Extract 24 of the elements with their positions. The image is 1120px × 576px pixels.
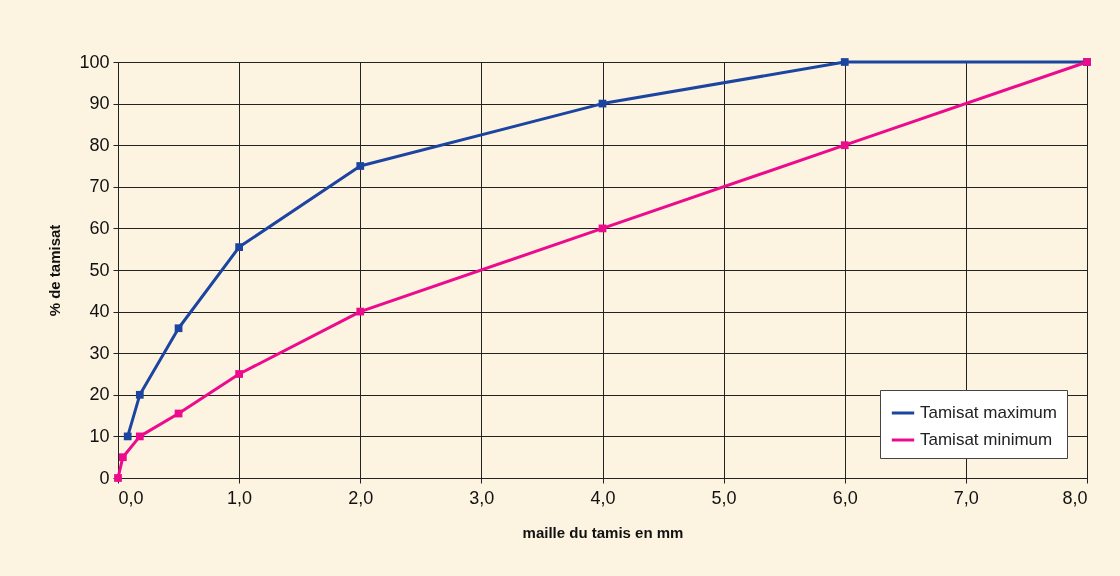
y-tick-label: 30 <box>89 342 110 363</box>
y-tick-label: 20 <box>89 384 110 405</box>
legend-label: Tamisat maximum <box>920 403 1057 422</box>
x-tick-label: 5,0 <box>711 487 737 508</box>
y-tick-label: 70 <box>89 176 110 197</box>
y-axis-title: % de tamisat <box>46 224 64 317</box>
x-tick-label: 4,0 <box>590 487 616 508</box>
x-tick-label: 7,0 <box>953 487 979 508</box>
x-tick-label: 6,0 <box>832 487 858 508</box>
x-tick-label: 2,0 <box>348 487 374 508</box>
x-tick-label: 0,0 <box>118 487 144 508</box>
y-tick-label: 60 <box>89 217 110 238</box>
y-tick-label: 80 <box>89 134 110 155</box>
x-tick-label: 3,0 <box>469 487 495 508</box>
x-tick-label: 1,0 <box>227 487 253 508</box>
y-tick-label: 10 <box>89 425 110 446</box>
x-axis-title: maille du tamis en mm <box>522 523 684 541</box>
y-tick-label: 40 <box>89 301 110 322</box>
y-tick-label: 0 <box>99 467 110 488</box>
y-tick-label: 100 <box>79 51 110 72</box>
legend-label: Tamisat minimum <box>920 430 1053 449</box>
y-tick-label: 90 <box>89 93 110 114</box>
x-tick-label: 8,0 <box>1062 487 1088 508</box>
y-tick-label: 50 <box>89 259 110 280</box>
